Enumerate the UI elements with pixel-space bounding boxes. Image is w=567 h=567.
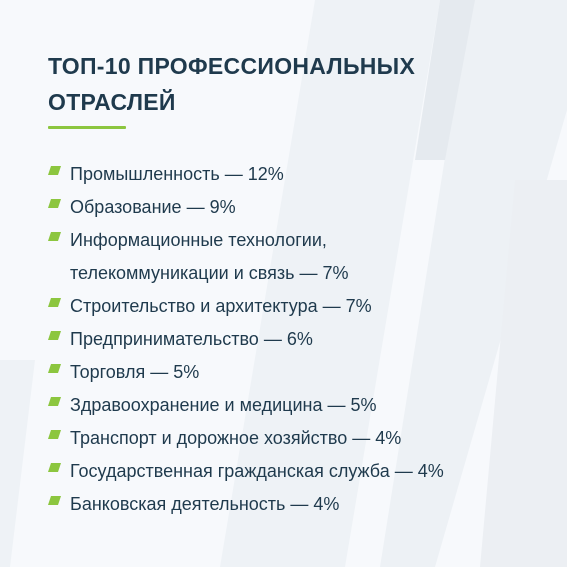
green-dash-icon [48, 298, 61, 307]
green-dash-icon [48, 496, 61, 505]
list-item: Предпринимательство — 6% [48, 323, 548, 356]
title-line-2: ОТРАСЛЕЙ [48, 89, 176, 115]
list-item-label-line-2: телекоммуникации и связь — 7% [70, 263, 349, 283]
list-item-label-line-1: Информационные технологии, [70, 230, 327, 250]
green-dash-icon [48, 232, 61, 241]
green-dash-icon [48, 397, 61, 406]
title-line-1: ТОП-10 ПРОФЕССИОНАЛЬНЫХ [48, 53, 416, 79]
list-item-label: Промышленность — 12% [70, 164, 284, 184]
list-item-label: Государственная гражданская служба — 4% [70, 461, 444, 481]
list-item: Здравоохранение и медицина — 5% [48, 389, 548, 422]
list-item-label: Транспорт и дорожное хозяйство — 4% [70, 428, 402, 448]
list-item: Банковская деятельность — 4% [48, 488, 548, 521]
list-item: Торговля — 5% [48, 356, 548, 389]
list-item-label: Образование — 9% [70, 197, 236, 217]
list-item: Транспорт и дорожное хозяйство — 4% [48, 422, 548, 455]
accent-divider [48, 126, 126, 129]
green-dash-icon [48, 364, 61, 373]
green-dash-icon [48, 166, 61, 175]
page-title: ТОП-10 ПРОФЕССИОНАЛЬНЫХ ОТРАСЛЕЙ [48, 48, 518, 120]
list-item-label: Предпринимательство — 6% [70, 329, 313, 349]
list-item-label: Банковская деятельность — 4% [70, 494, 340, 514]
list-item: Промышленность — 12% [48, 158, 548, 191]
list-item-label: Торговля — 5% [70, 362, 200, 382]
list-item-label: Информационные технологии, телекоммуника… [70, 224, 540, 290]
green-dash-icon [48, 199, 61, 208]
list-item-label: Здравоохранение и медицина — 5% [70, 395, 377, 415]
list-item: Строительство и архитектура — 7% [48, 290, 548, 323]
list-item: Информационные технологии, телекоммуника… [48, 224, 548, 290]
industry-list: Промышленность — 12% Образование — 9% Ин… [48, 158, 548, 521]
list-item-label: Строительство и архитектура — 7% [70, 296, 372, 316]
list-item: Государственная гражданская служба — 4% [48, 455, 548, 488]
green-dash-icon [48, 331, 61, 340]
green-dash-icon [48, 463, 61, 472]
list-item: Образование — 9% [48, 191, 548, 224]
green-dash-icon [48, 430, 61, 439]
